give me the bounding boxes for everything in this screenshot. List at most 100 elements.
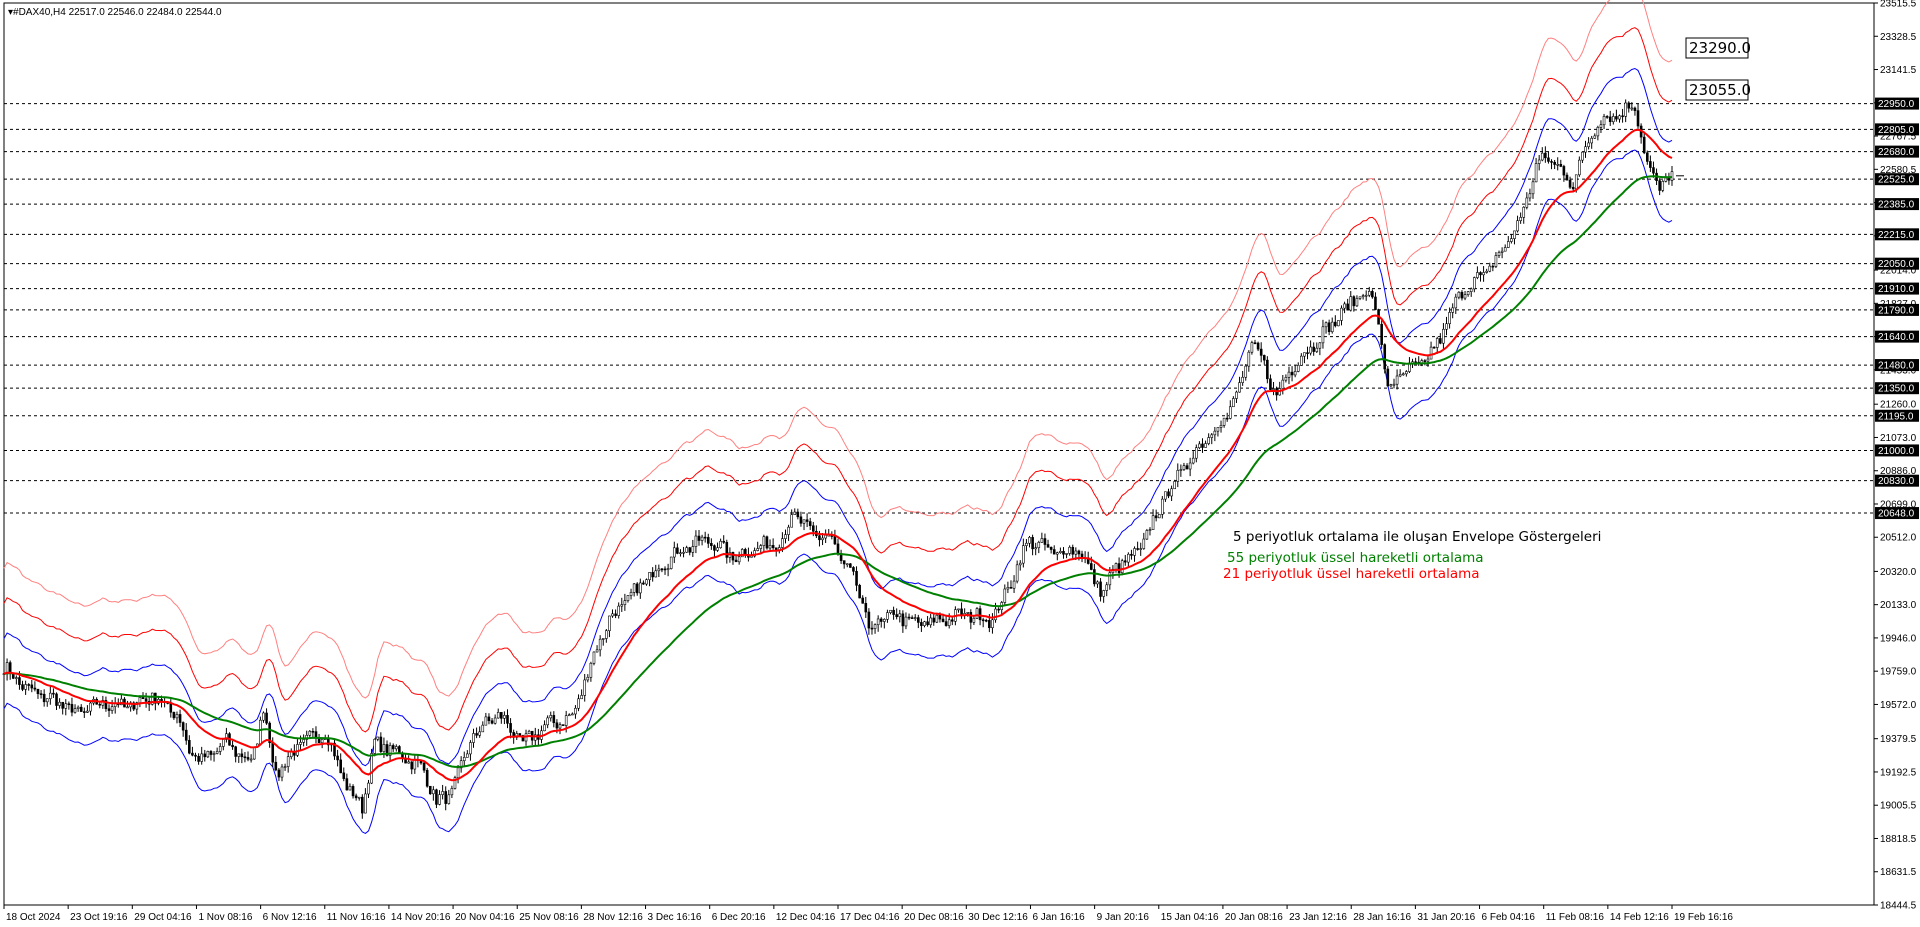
candle-body: [731, 552, 735, 561]
candle-body: [991, 619, 994, 629]
candle-body: [184, 729, 188, 741]
candle-body: [1046, 544, 1050, 548]
candle-body: [1544, 152, 1547, 159]
level-price-label: 22805.0: [1878, 125, 1915, 136]
candle-body: [722, 540, 726, 543]
candle-body: [462, 757, 466, 762]
y-tick-label: 18631.5: [1880, 867, 1917, 878]
y-tick-label: 19005.5: [1880, 801, 1917, 812]
candle-body: [1093, 569, 1096, 585]
target-box: [1685, 79, 1749, 101]
candle-body: [648, 572, 651, 580]
level-price-tag: [1875, 382, 1919, 395]
candle-body: [1327, 322, 1331, 333]
candle-body: [725, 542, 729, 558]
candle-body: [558, 724, 562, 729]
candle-body: [342, 772, 346, 779]
level-price-label: 21790.0: [1878, 305, 1915, 316]
level-price-tag: [1875, 409, 1919, 422]
candle-body: [555, 722, 559, 729]
candle-body: [571, 713, 574, 716]
candle-body: [864, 602, 868, 613]
candle-body: [311, 730, 315, 733]
candle-body: [1247, 351, 1251, 367]
level-price-tag: [1875, 282, 1919, 295]
candle-body: [1232, 398, 1235, 408]
candle-body: [45, 698, 49, 703]
candle-body: [132, 702, 136, 710]
candle-body: [660, 568, 664, 571]
candle-body: [447, 794, 451, 804]
candle-body: [1358, 296, 1362, 299]
candle-body: [697, 535, 701, 541]
level-price-label: 20830.0: [1878, 476, 1915, 487]
candle-body: [509, 723, 512, 733]
candle-body: [30, 684, 34, 689]
candle-body: [608, 615, 611, 632]
level-price-label: 22385.0: [1878, 200, 1915, 211]
candle-body: [1340, 307, 1343, 321]
candle-body: [1528, 193, 1532, 199]
y-tick-label: 18444.5: [1880, 901, 1917, 912]
candle-body: [1244, 365, 1248, 378]
candle-body: [1587, 142, 1590, 148]
candle-body: [781, 538, 784, 548]
candle-body: [1127, 553, 1130, 563]
candle-body: [1599, 124, 1603, 128]
candle-body: [1652, 167, 1655, 174]
candle-body: [234, 746, 237, 757]
candle-body: [1272, 388, 1275, 390]
candle-body: [845, 563, 849, 566]
candle-body: [1198, 443, 1201, 449]
candle-body: [259, 719, 262, 745]
candle-body: [339, 759, 342, 774]
candle-body: [357, 796, 361, 799]
candle-body: [345, 778, 349, 791]
candle-body: [740, 549, 744, 558]
candle-body: [1627, 102, 1631, 109]
x-tick-label: 20 Jan 08:16: [1225, 912, 1283, 923]
candle-body: [1145, 530, 1149, 540]
candle-body: [169, 703, 173, 713]
x-tick-label: 19 Feb 16:16: [1674, 912, 1733, 923]
candle-body: [710, 543, 713, 546]
candle-body: [861, 597, 865, 604]
candle-body: [1337, 320, 1340, 327]
candle-body: [110, 706, 114, 711]
candle-body: [1062, 551, 1065, 555]
candle-body: [1590, 137, 1593, 144]
y-tick-label: 21260.0: [1880, 400, 1917, 411]
candle-body: [910, 617, 914, 619]
candle-body: [901, 613, 905, 627]
candle-body: [1259, 348, 1263, 356]
candle-body: [1380, 323, 1383, 345]
candle-body: [506, 715, 509, 724]
candle-body: [120, 698, 123, 706]
candle-body: [617, 605, 620, 616]
candle-body: [561, 724, 565, 726]
y-tick-label: 21073.0: [1880, 433, 1917, 444]
candle-body: [484, 716, 488, 726]
level-price-label: 21480.0: [1878, 361, 1915, 372]
candle-body: [206, 751, 210, 758]
candle-body: [657, 568, 661, 572]
x-tick-label: 20 Dec 08:16: [904, 912, 964, 923]
candle-body: [107, 708, 111, 711]
candle-body: [1451, 307, 1454, 313]
candle-body: [382, 744, 386, 752]
y-tick-label: 19946.0: [1880, 633, 1917, 644]
candle-body: [1312, 346, 1315, 352]
candle-body: [302, 739, 305, 743]
candle-body: [654, 570, 658, 578]
candle-body: [1006, 586, 1010, 590]
x-tick-label: 15 Jan 04:16: [1161, 912, 1219, 923]
x-tick-label: 23 Oct 19:16: [70, 912, 128, 923]
candle-body: [1228, 406, 1232, 419]
candle-body: [385, 744, 389, 756]
candle-body: [583, 679, 587, 696]
candle-body: [836, 543, 840, 554]
candle-body: [61, 701, 64, 709]
candle-body: [870, 627, 874, 630]
candle-body: [944, 621, 948, 626]
